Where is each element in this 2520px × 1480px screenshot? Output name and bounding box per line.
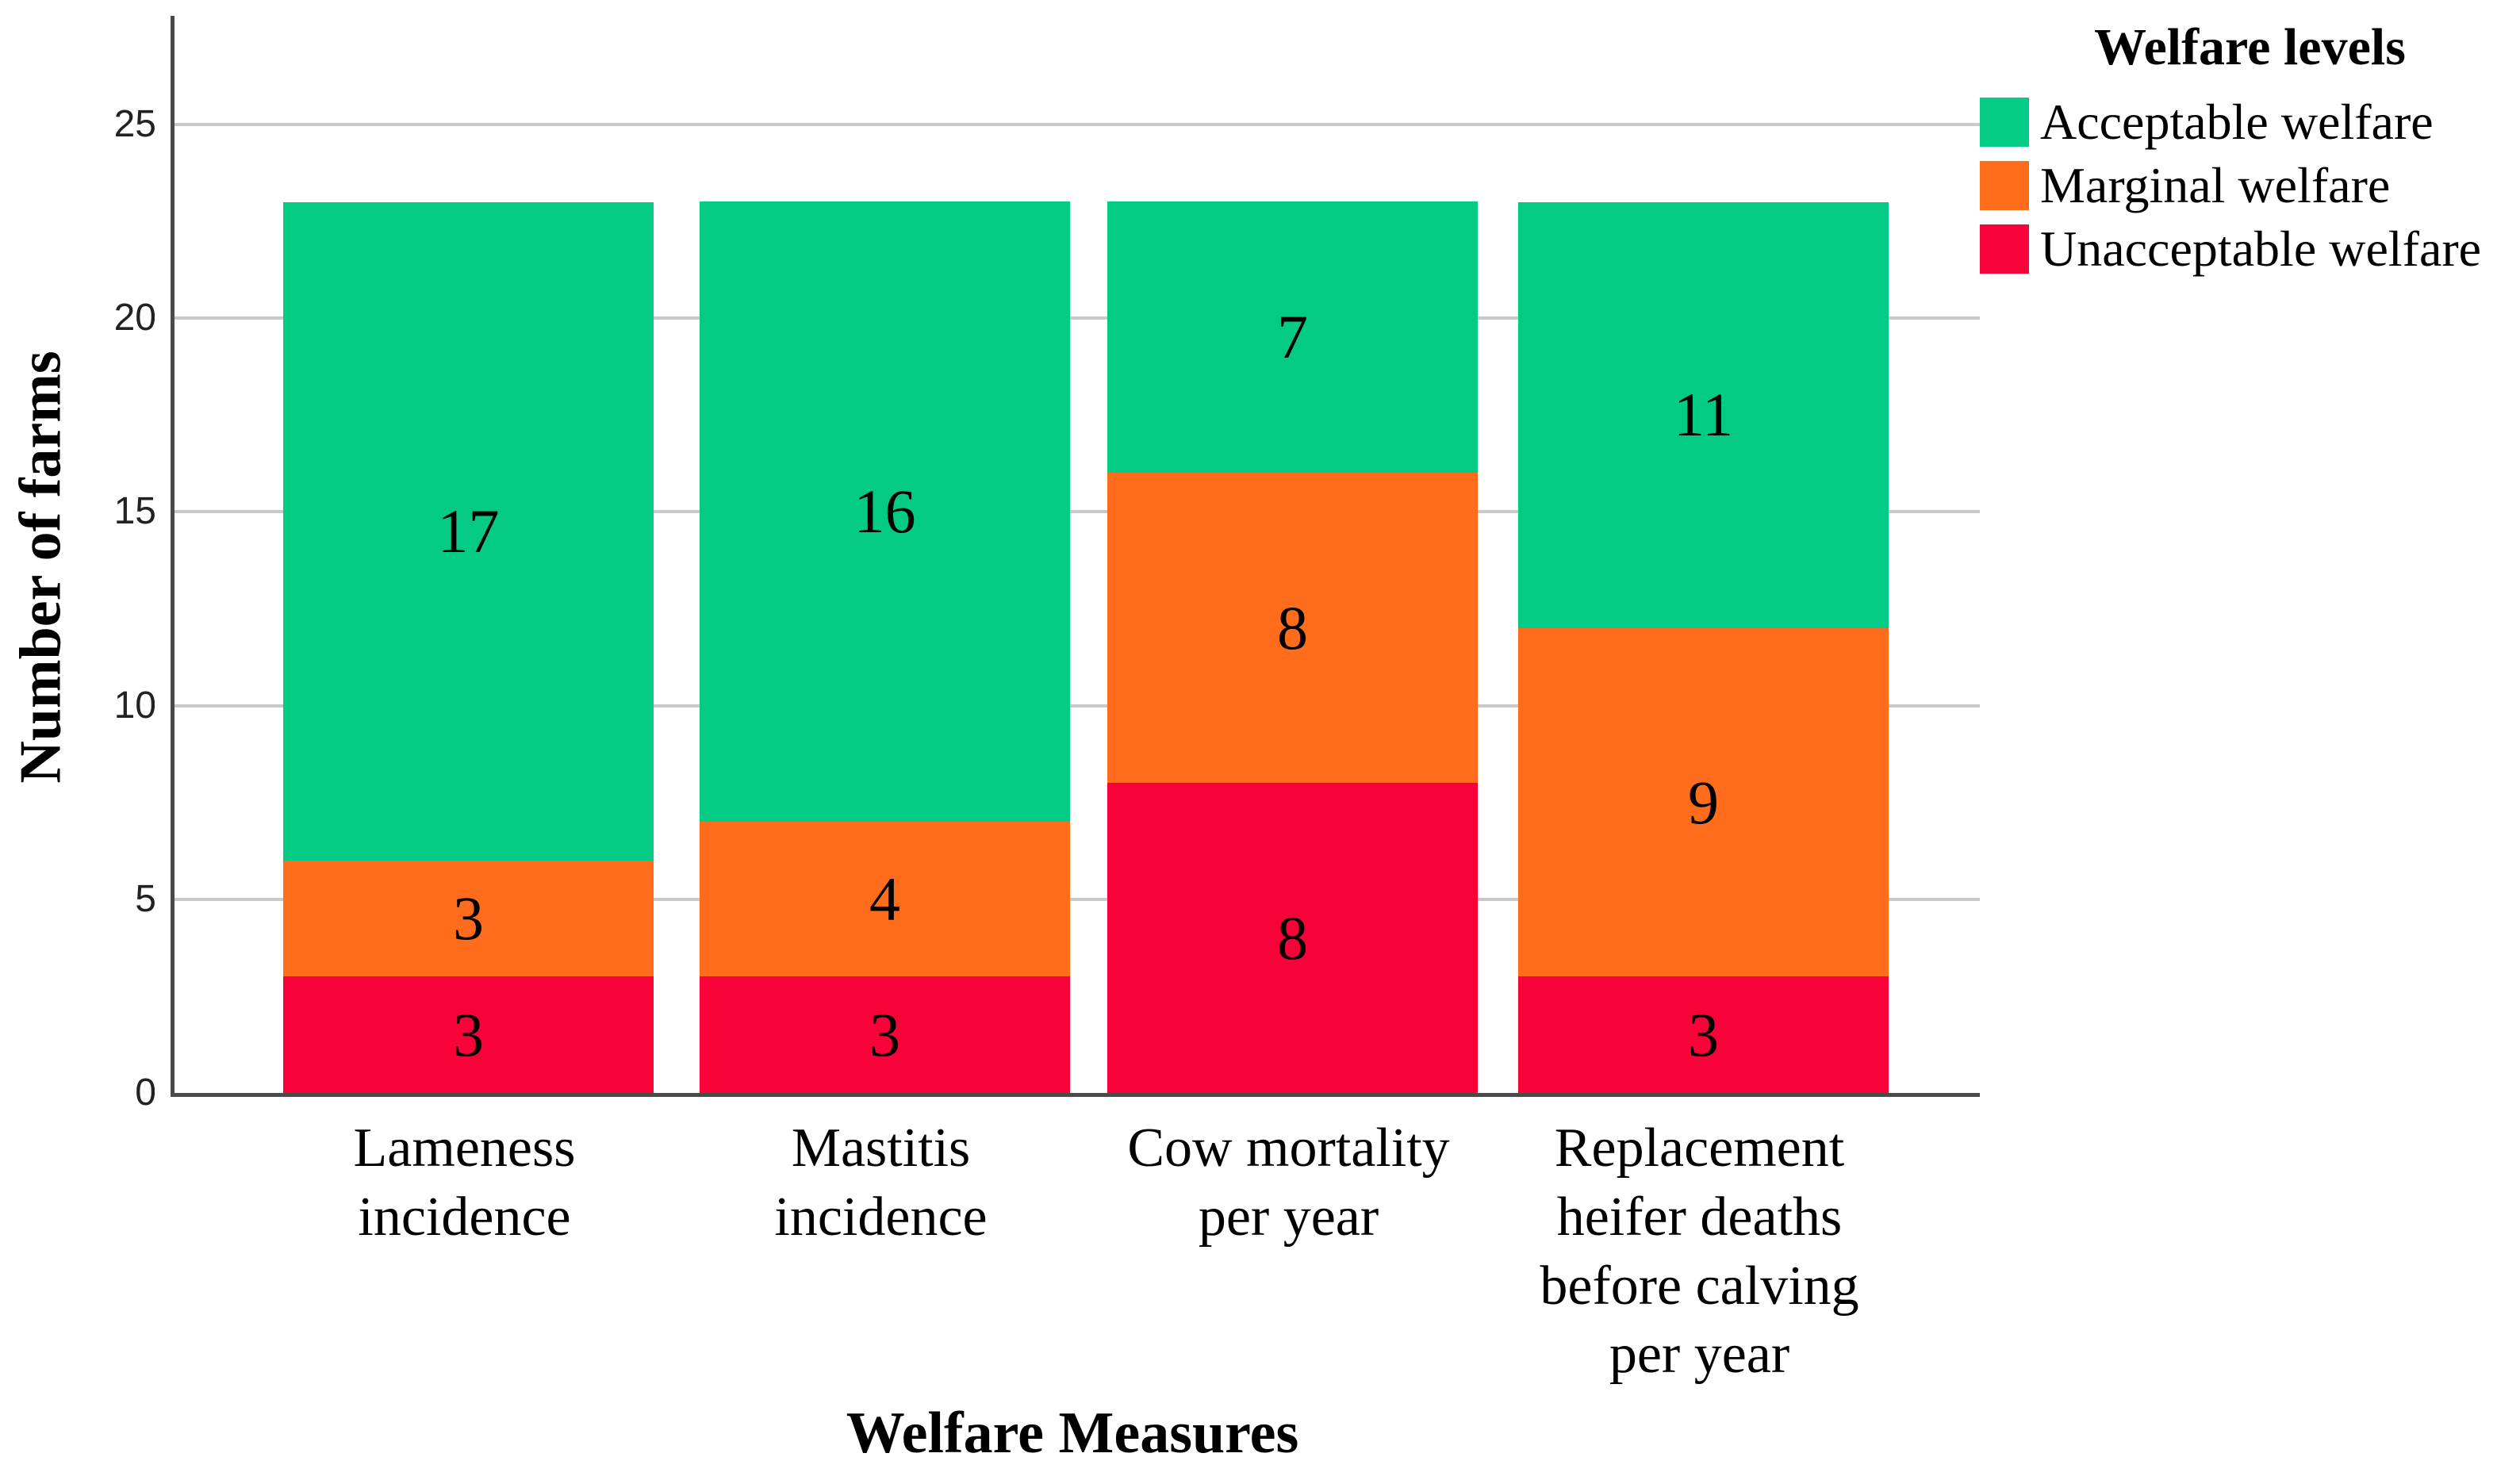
category-label-line: incidence: [774, 1186, 988, 1248]
y-tick-label: 15: [113, 490, 156, 533]
bar-segment-marginal-welfare: 9: [1518, 627, 1889, 977]
plot-area: 3 3 17 3 4 16 8 8 7 3 9 11: [171, 16, 1980, 1097]
bar-1: 3 3 17: [283, 201, 654, 1093]
bar-segment-acceptable-welfare: 11: [1518, 201, 1889, 628]
legend-title: Welfare levels: [2094, 18, 2406, 76]
value-label: 3: [453, 884, 484, 953]
y-tick-label: 0: [135, 1072, 156, 1114]
category-label-line: Cow mortality: [1127, 1118, 1450, 1179]
value-label: 3: [869, 999, 900, 1069]
legend-label: Acceptable welfare: [2040, 93, 2434, 150]
x-axis-title: Welfare Measures: [846, 1401, 1299, 1466]
value-label: 8: [1277, 592, 1308, 662]
legend-label: Marginal welfare: [2040, 156, 2391, 213]
bar-segment-unacceptable-welfare: 8: [1107, 783, 1478, 1093]
legend-swatch: [1980, 224, 2029, 274]
bar-segment-marginal-welfare: 3: [283, 860, 654, 977]
legend-swatch: [1980, 160, 2029, 210]
bar-3: 8 8 7: [1107, 201, 1478, 1093]
gridline: [175, 897, 1980, 901]
category-label-line: heifer deaths: [1556, 1186, 1843, 1248]
bar-segment-marginal-welfare: 4: [700, 822, 1070, 977]
value-label: 7: [1277, 302, 1308, 372]
bar-segment-acceptable-welfare: 16: [700, 201, 1070, 822]
value-label: 11: [1673, 380, 1734, 450]
bar-segment-marginal-welfare: 8: [1107, 473, 1478, 784]
legend-entry: Acceptable welfare: [1980, 93, 2520, 150]
value-label: 4: [869, 864, 900, 934]
category-label: Cow mortality per year: [1127, 1114, 1449, 1252]
bar-segment-unacceptable-welfare: 3: [1518, 976, 1889, 1093]
legend-entry: Marginal welfare: [1980, 156, 2520, 213]
gridline: [175, 704, 1980, 707]
value-label: 3: [1688, 999, 1719, 1069]
y-tick-label: 20: [113, 297, 156, 339]
category-label-line: before calving: [1540, 1255, 1859, 1317]
bar-segment-unacceptable-welfare: 3: [700, 976, 1070, 1093]
y-tick-label: 10: [113, 684, 156, 727]
gridline: [175, 510, 1980, 514]
bar-4: 3 9 11: [1518, 201, 1889, 1093]
bar-segment-acceptable-welfare: 7: [1107, 201, 1478, 474]
category-label-line: Lameness: [353, 1118, 576, 1179]
legend: Welfare levels Acceptable welfare Margina…: [1980, 17, 2520, 287]
category-label: Lameness incidence: [354, 1114, 576, 1252]
legend-swatch: [1980, 97, 2029, 147]
legend-label: Unacceptable welfare: [2040, 220, 2482, 277]
value-label: 8: [1277, 903, 1308, 972]
value-label: 17: [437, 496, 500, 566]
value-label: 3: [453, 999, 484, 1069]
category-label-line: per year: [1198, 1186, 1379, 1248]
y-tick-label: 25: [113, 102, 156, 145]
category-label-line: Mastitis: [791, 1118, 971, 1179]
bar-segment-unacceptable-welfare: 3: [283, 976, 654, 1093]
value-label: 16: [853, 477, 916, 546]
gridline: [175, 122, 1980, 126]
category-label-line: per year: [1609, 1324, 1790, 1386]
category-label-line: Replacement: [1554, 1118, 1845, 1179]
legend-entry: Unacceptable welfare: [1980, 220, 2520, 277]
value-label: 9: [1688, 767, 1719, 837]
category-label-line: incidence: [358, 1186, 571, 1248]
gridline: [175, 316, 1980, 320]
y-tick-label: 5: [135, 877, 156, 920]
category-label: Mastitis incidence: [774, 1114, 987, 1252]
bar-2: 3 4 16: [700, 201, 1070, 1093]
category-label: Replacement heifer deaths before calving pe…: [1540, 1114, 1858, 1390]
bar-segment-acceptable-welfare: 17: [283, 201, 654, 861]
